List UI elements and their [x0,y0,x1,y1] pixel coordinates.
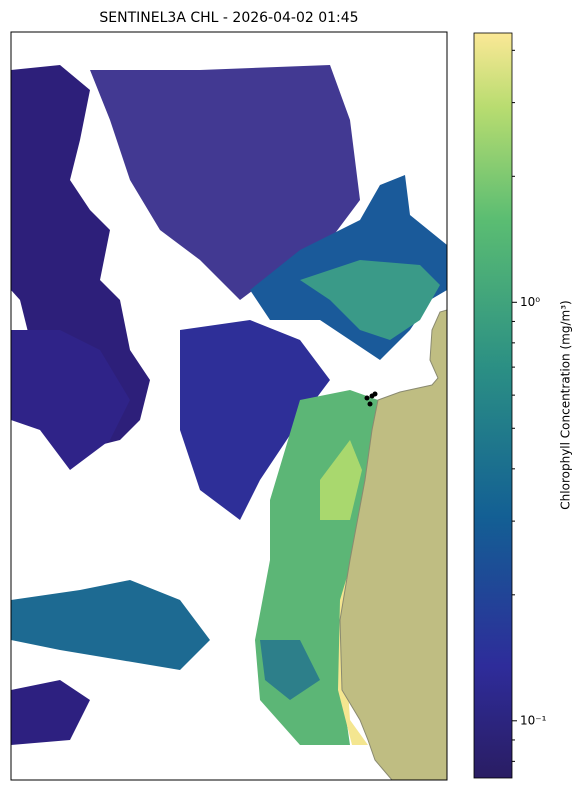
map-raster [11,65,447,745]
colorbar-tick-label: 10⁻¹ [520,713,547,727]
land [339,309,447,780]
markers [364,391,378,407]
colorbar-tick-label: 10⁰ [520,295,540,309]
map-title: SENTINEL3A CHL - 2026-04-02 01:45 [99,10,358,26]
map-frame [10,31,448,781]
colorbar [473,32,513,779]
colorbar-label: Chlorophyll Concentration (mg/m³) [559,300,573,509]
